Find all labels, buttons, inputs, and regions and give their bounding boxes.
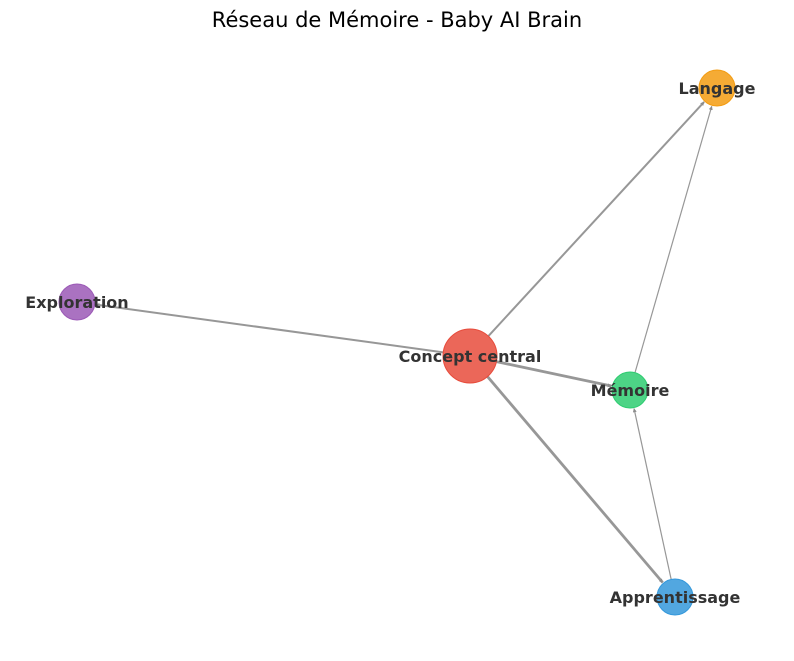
edge-layer — [95, 101, 713, 584]
node-central — [442, 328, 498, 384]
node-label-central: Concept central — [399, 347, 542, 366]
node-label-memoire: Mémoire — [591, 381, 670, 400]
edge-apprentissage-to-memoire — [632, 408, 672, 580]
label-layer: Concept central Mémoire Langage Apprentissa… — [25, 79, 755, 607]
node-layer — [58, 69, 736, 616]
node-label-langage: Langage — [679, 79, 756, 98]
node-langage — [698, 69, 736, 107]
node-label-apprentissage: Apprentissage — [610, 588, 741, 607]
node-apprentissage — [656, 578, 694, 616]
edge-memoire-to-langage — [634, 105, 713, 373]
node-memoire — [611, 371, 649, 409]
edge-central-to-langage — [487, 101, 705, 337]
diagram-title: Réseau de Mémoire - Baby AI Brain — [212, 8, 582, 32]
node-exploration — [58, 283, 96, 321]
edge-central-to-exploration — [95, 303, 444, 354]
edge-central-to-memoire — [496, 360, 612, 388]
node-label-exploration: Exploration — [25, 293, 128, 312]
edge-central-to-apprentissage — [486, 375, 664, 584]
